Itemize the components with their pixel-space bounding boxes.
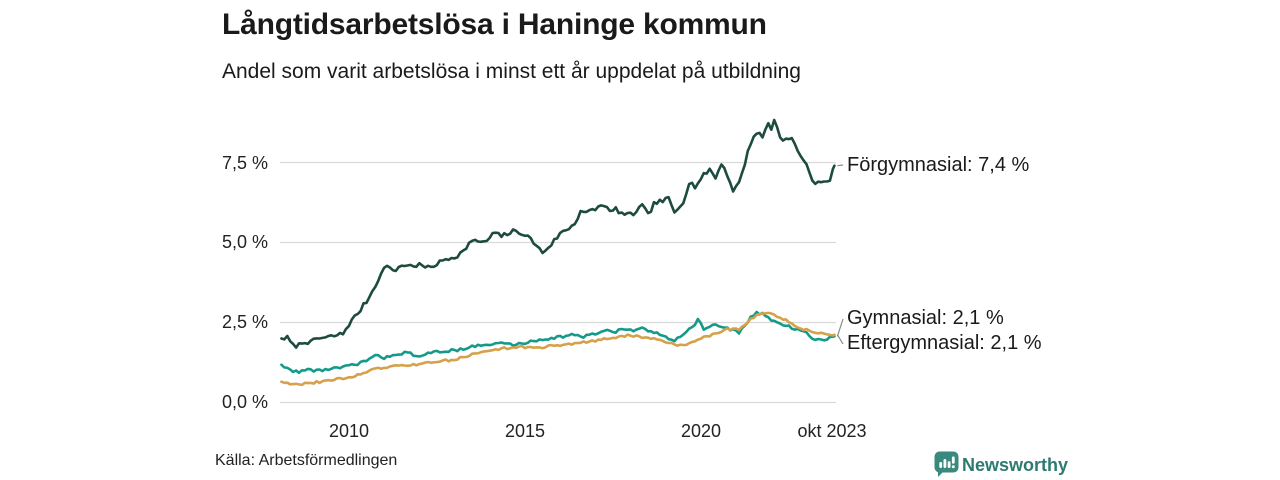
x-axis-tick-okt-2023: okt 2023: [797, 421, 867, 441]
newsworthy-logo-icon: [934, 451, 959, 477]
chart-title: Långtidsarbetslösa i Haninge kommun: [222, 8, 767, 41]
series-label-forgymnasial: Förgymnasial: 7,4 %: [847, 154, 1030, 176]
y-axis-tick-7-5: 7,5 %: [221, 153, 268, 173]
y-axis-tick-2-5: 2,5 %: [221, 312, 268, 332]
x-axis-tick-2010: 2010: [328, 421, 370, 441]
y-axis-tick-0-0: 0,0 %: [221, 392, 268, 412]
y-axis-tick-5-0: 5,0 %: [221, 232, 268, 252]
chart-subtitle: Andel som varit arbetslösa i minst ett å…: [222, 60, 801, 83]
source-note: Källa: Arbetsförmedlingen: [215, 452, 398, 469]
series-label-eftergymnasial: Eftergymnasial: 2,1 %: [847, 332, 1042, 354]
newsworthy-logo-text: Newsworthy: [962, 455, 1069, 475]
x-axis-tick-2015: 2015: [504, 421, 546, 441]
x-axis-tick-2020: 2020: [680, 421, 722, 441]
series-label-gymnasial: Gymnasial: 2,1 %: [847, 307, 1004, 329]
